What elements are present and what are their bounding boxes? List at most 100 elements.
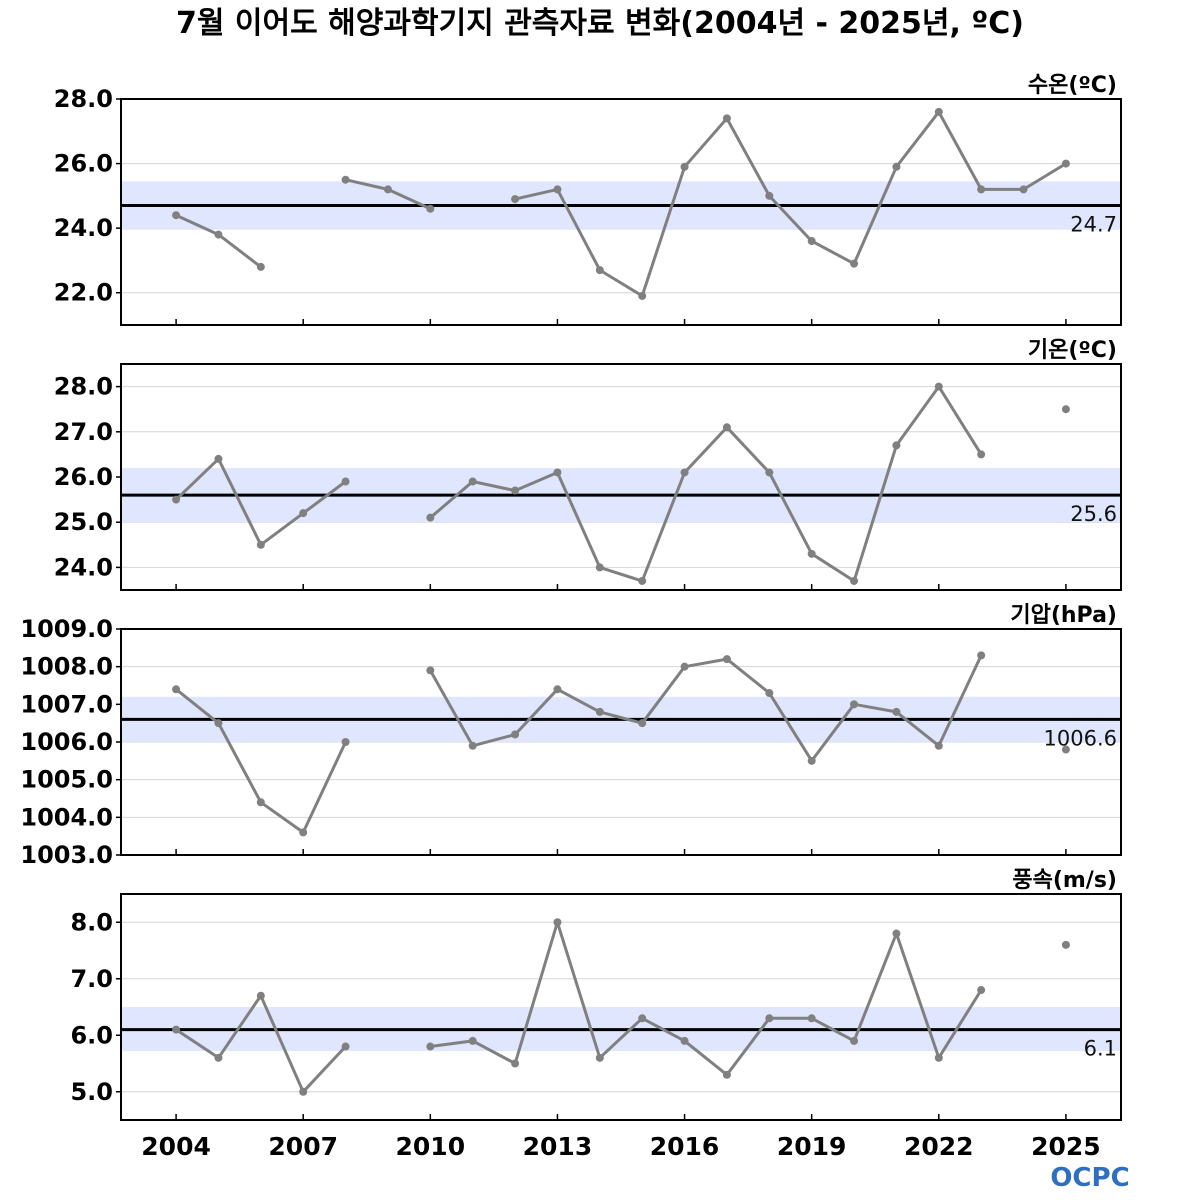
- x-axis-tick-labels: 2004 2007 2010 2013 2016 2019 2022 2025: [141, 1132, 1100, 1161]
- data-point: [511, 195, 520, 204]
- data-point: [680, 162, 689, 171]
- y-tick-label: 24.0: [54, 553, 113, 581]
- data-point: [638, 291, 647, 300]
- data-point: [680, 662, 689, 671]
- panel-3: 1006.6 1003.0 1004.0 1005.0 1006.0 1007.0 1008…: [20, 603, 1122, 869]
- y-tick-label: 28.0: [54, 373, 113, 401]
- data-point: [1061, 940, 1070, 949]
- data-point: [214, 230, 223, 239]
- data-point: [256, 540, 265, 549]
- y-tick-label: 25.0: [54, 508, 113, 536]
- data-point: [807, 549, 816, 558]
- data-point: [807, 1014, 816, 1023]
- data-point: [341, 477, 350, 486]
- x-tick-label: 2016: [650, 1132, 720, 1161]
- mean-value-label: 6.1: [1084, 1037, 1117, 1061]
- data-point: [553, 185, 562, 194]
- data-point: [172, 495, 181, 504]
- data-point: [977, 450, 986, 459]
- data-point: [977, 185, 986, 194]
- data-point: [892, 707, 901, 716]
- panel-frame: [120, 893, 1122, 1121]
- data-point: [638, 576, 647, 585]
- y-tick-label: 26.0: [54, 150, 113, 178]
- data-point: [595, 266, 604, 275]
- chart-title: 7월 이어도 해양과학기지 관측자료 변화(2004년 - 2025년, ºC): [176, 6, 1024, 41]
- panel-4: 6.1 5.0 6.0 7.0 8.0 풍속(m/s): [70, 868, 1122, 1121]
- series-line: [428, 654, 983, 763]
- mean-value-label: 25.6: [1070, 502, 1117, 526]
- x-tick-label: 2025: [1031, 1132, 1101, 1161]
- data-point: [680, 468, 689, 477]
- data-point: [172, 685, 181, 694]
- data-point: [934, 382, 943, 391]
- data-point: [299, 1087, 308, 1096]
- data-point: [256, 991, 265, 1000]
- data-point: [426, 1042, 435, 1051]
- data-point: [765, 1014, 774, 1023]
- data-point: [722, 655, 731, 664]
- data-point: [850, 1036, 859, 1045]
- data-point: [850, 700, 859, 709]
- data-point: [468, 477, 477, 486]
- data-point: [680, 1036, 689, 1045]
- y-tick-label: 1003.0: [20, 841, 113, 869]
- data-point: [1061, 745, 1070, 754]
- data-point: [934, 741, 943, 750]
- panel-label: 풍속(m/s): [1012, 868, 1117, 893]
- data-point: [299, 509, 308, 518]
- y-tick-label: 5.0: [70, 1078, 113, 1106]
- y-tick-label: 1008.0: [20, 653, 113, 681]
- data-point: [426, 513, 435, 522]
- data-point: [172, 1025, 181, 1034]
- data-point: [934, 1053, 943, 1062]
- data-point: [172, 211, 181, 220]
- ocpc-logo: OCPC: [1050, 1163, 1129, 1193]
- y-tick-label: 26.0: [54, 463, 113, 491]
- data-point: [850, 259, 859, 268]
- y-tick-label: 1009.0: [20, 615, 113, 643]
- data-point: [892, 929, 901, 938]
- y-tick-label: 6.0: [70, 1021, 113, 1049]
- data-point: [341, 738, 350, 746]
- y-tick-label: 22.0: [54, 279, 113, 307]
- x-tick-label: 2004: [141, 1132, 211, 1161]
- y-tick-label: 1006.0: [20, 728, 113, 756]
- series-line: [430, 920, 983, 1077]
- data-point: [638, 719, 647, 728]
- x-tick-label: 2022: [904, 1132, 974, 1161]
- data-point: [468, 1036, 477, 1045]
- data-point: [722, 114, 731, 123]
- data-point: [256, 262, 265, 271]
- data-point: [341, 1042, 350, 1051]
- data-point: [468, 741, 477, 750]
- x-tick-label: 2010: [396, 1132, 466, 1161]
- data-point: [977, 986, 986, 995]
- panel-1: 24.7 22.0 24.0 26.0 28.0 수온(ºC): [54, 73, 1122, 326]
- data-point: [595, 707, 604, 716]
- data-point: [214, 454, 223, 463]
- panel-label: 수온(ºC): [1028, 73, 1117, 98]
- x-tick-label: 2019: [777, 1132, 847, 1161]
- y-tick-label: 28.0: [54, 85, 113, 113]
- mean-value-label: 1006.6: [1044, 726, 1117, 750]
- y-tick-label: 1004.0: [20, 803, 113, 831]
- data-point: [892, 162, 901, 171]
- panel-2: 25.6 24.0 25.0 26.0 27.0 28.0 기온(ºC): [54, 338, 1122, 591]
- y-tick-label: 27.0: [54, 418, 113, 446]
- series-line: [429, 385, 983, 583]
- data-point: [214, 1053, 223, 1062]
- data-point: [1061, 159, 1070, 168]
- data-point: [553, 685, 562, 694]
- data-point: [892, 441, 901, 450]
- y-tick-label: 1005.0: [20, 766, 113, 794]
- data-point: [807, 237, 816, 246]
- data-point: [256, 798, 265, 807]
- data-point: [638, 1014, 647, 1023]
- y-tick-label: 7.0: [70, 965, 113, 993]
- series-line: [514, 110, 1067, 298]
- data-point: [511, 1059, 520, 1068]
- y-tick-label: 8.0: [70, 908, 113, 936]
- data-point: [1019, 185, 1028, 194]
